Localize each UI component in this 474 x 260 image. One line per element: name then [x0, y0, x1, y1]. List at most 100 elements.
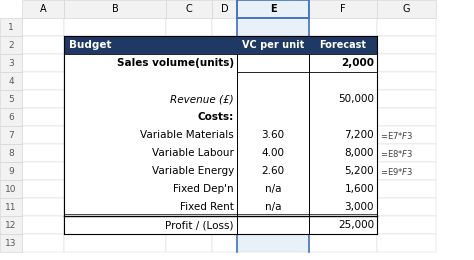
Bar	[237, 72, 309, 90]
Bar	[64, 198, 166, 216]
Text: n/a: n/a	[265, 202, 281, 212]
Text: n/a: n/a	[265, 184, 281, 194]
Bar	[0, 198, 22, 216]
Bar	[64, 126, 377, 144]
Bar	[237, 144, 309, 162]
Bar	[377, 162, 436, 180]
Bar	[309, 90, 377, 108]
Bar	[0, 36, 22, 54]
Text: E: E	[270, 4, 276, 14]
Bar	[212, 126, 237, 144]
Text: =E9*$F$3: =E9*$F$3	[380, 166, 413, 177]
Bar	[22, 180, 64, 198]
Bar	[237, 216, 309, 234]
Text: Variable Labour: Variable Labour	[152, 148, 234, 158]
Text: 5: 5	[8, 94, 14, 103]
Bar	[309, 108, 377, 126]
Bar	[309, 0, 377, 18]
Bar	[64, 144, 377, 162]
Bar	[377, 72, 436, 90]
Bar	[309, 126, 377, 144]
Bar	[212, 108, 237, 126]
Text: 11: 11	[5, 203, 17, 211]
Bar	[166, 144, 212, 162]
Bar	[309, 144, 377, 162]
Bar	[64, 54, 377, 72]
Bar	[0, 72, 22, 90]
Bar	[64, 162, 377, 180]
Text: B: B	[111, 4, 118, 14]
Bar	[0, 18, 22, 36]
Bar	[237, 108, 309, 126]
Bar	[309, 54, 377, 72]
Bar	[0, 126, 22, 144]
Text: 4: 4	[8, 76, 14, 86]
Bar	[64, 18, 166, 36]
Bar	[0, 144, 22, 162]
Text: Costs:: Costs:	[198, 112, 234, 122]
Bar	[22, 90, 64, 108]
Bar	[309, 198, 377, 216]
Text: 3.60: 3.60	[262, 130, 284, 140]
Bar	[64, 90, 166, 108]
Bar	[237, 90, 309, 108]
Text: G: G	[403, 4, 410, 14]
Bar	[22, 126, 64, 144]
Bar	[212, 180, 237, 198]
Bar	[0, 90, 22, 108]
Bar	[377, 126, 436, 144]
Bar	[237, 198, 309, 216]
Bar	[64, 162, 166, 180]
Text: 3: 3	[8, 58, 14, 68]
Bar	[166, 108, 212, 126]
Bar	[237, 54, 309, 72]
Text: Revenue (£): Revenue (£)	[170, 94, 234, 104]
Text: Forecast: Forecast	[319, 40, 366, 50]
Text: F: F	[340, 4, 346, 14]
Bar	[166, 72, 212, 90]
Bar	[22, 216, 64, 234]
Bar	[212, 216, 237, 234]
Text: VC per unit: VC per unit	[242, 40, 304, 50]
Bar	[22, 72, 64, 90]
Bar	[212, 0, 237, 18]
Text: 3,000: 3,000	[345, 202, 374, 212]
Bar	[64, 54, 166, 72]
Text: 13: 13	[5, 238, 17, 248]
Bar	[212, 54, 237, 72]
Bar	[22, 234, 64, 252]
Text: Fixed Dep'n: Fixed Dep'n	[173, 184, 234, 194]
Text: Sales volume(units): Sales volume(units)	[117, 58, 234, 68]
Bar	[166, 234, 212, 252]
Text: 2.60: 2.60	[262, 166, 284, 176]
Text: 50,000: 50,000	[338, 94, 374, 104]
Text: 4.00: 4.00	[262, 148, 284, 158]
Bar	[309, 36, 377, 54]
Bar	[22, 162, 64, 180]
Bar	[64, 108, 166, 126]
Bar	[166, 126, 212, 144]
Bar	[22, 36, 64, 54]
Bar	[377, 36, 436, 54]
Text: 6: 6	[8, 113, 14, 121]
Bar	[309, 162, 377, 180]
Text: 7,200: 7,200	[345, 130, 374, 140]
Bar	[309, 216, 377, 234]
Bar	[377, 90, 436, 108]
Bar	[237, 234, 309, 252]
Text: 10: 10	[5, 185, 17, 193]
Bar	[166, 162, 212, 180]
Bar	[377, 180, 436, 198]
Bar	[309, 72, 377, 90]
Bar	[64, 36, 166, 54]
Text: =E7*$F$3: =E7*$F$3	[380, 129, 413, 140]
Bar	[212, 162, 237, 180]
Text: 8: 8	[8, 148, 14, 158]
Text: 1,600: 1,600	[345, 184, 374, 194]
Bar	[22, 198, 64, 216]
Bar	[212, 144, 237, 162]
Bar	[377, 144, 436, 162]
Bar	[64, 36, 377, 54]
Bar	[212, 90, 237, 108]
Text: 2,000: 2,000	[341, 58, 374, 68]
